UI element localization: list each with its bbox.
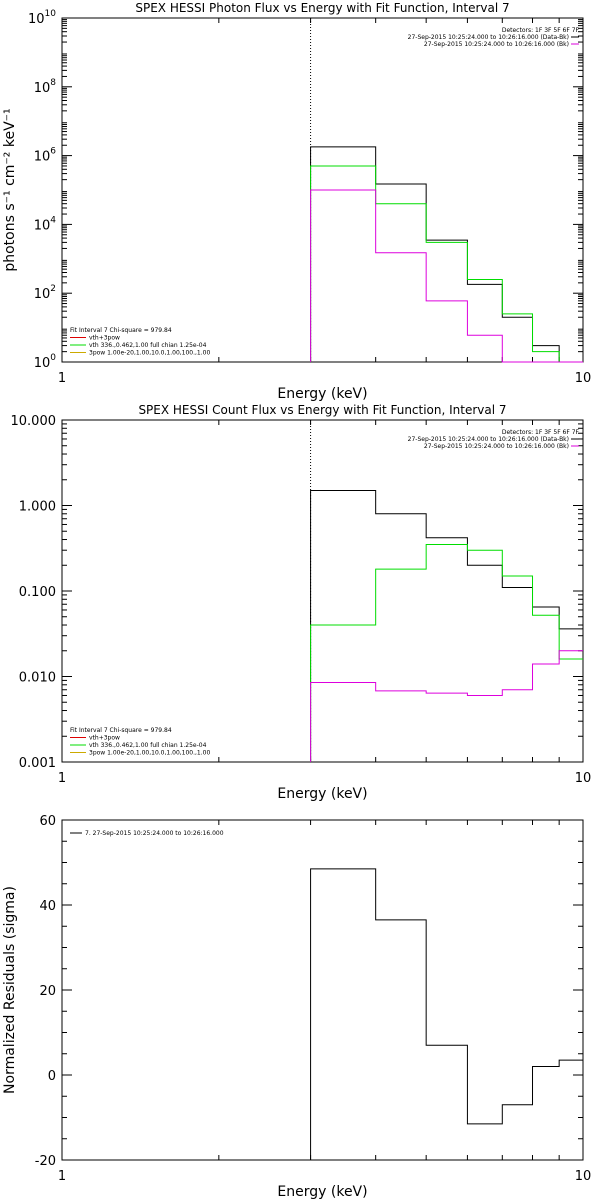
legend-entry: Fit Interval 7 Chi-square = 979.84 <box>70 727 172 734</box>
legend-entry: 27-Sep-2015 10:25:24.000 to 10:26:16.000… <box>424 41 569 48</box>
series-1-line <box>310 146 583 363</box>
plot-frame <box>61 17 584 363</box>
y-tick-label: 20 <box>39 984 56 999</box>
y-tick-label: 0.100 <box>19 585 56 600</box>
series-1-line <box>310 868 583 1160</box>
y-tick-label: 106 <box>34 147 57 165</box>
y-tick-label: 0 <box>48 1069 56 1084</box>
legend-entry: vth 336.,0.462,1.00 full chian 1.25e-04 <box>89 742 207 749</box>
x-tick-label: 1 <box>58 1169 66 1184</box>
legend-entry: vth+3pow <box>89 735 120 742</box>
y-tick-label: 108 <box>34 78 57 96</box>
x-tick-label: 10 <box>575 771 592 786</box>
x-tick-label: 1 <box>58 771 66 786</box>
legend-entry: 3pow 1.00e-20,1.00,10.0,1.00,100.,1.00 <box>89 750 210 757</box>
y-tick-label: 0.001 <box>19 756 56 771</box>
x-axis-label: Energy (keV) <box>277 786 367 802</box>
y-tick-label: 60 <box>39 814 56 829</box>
y-tick-label: 102 <box>34 284 56 302</box>
y-tick-label: 1.000 <box>19 500 56 515</box>
y-tick-label: 104 <box>34 215 57 233</box>
y-tick-label: 0.010 <box>19 671 56 686</box>
plot-frame <box>61 819 584 1161</box>
panel-2: SPEX HESSI Count Flux vs Energy with Fit… <box>11 403 592 802</box>
x-tick-label: 10 <box>575 1169 592 1184</box>
chart-title: SPEX HESSI Photon Flux vs Energy with Fi… <box>135 1 509 15</box>
series-2-line <box>310 543 583 762</box>
legend-entry: 27-Sep-2015 10:25:24.000 to 10:26:16.000… <box>424 443 569 450</box>
x-axis-label: Energy (keV) <box>277 1184 367 1200</box>
legend-entry: 27-Sep-2015 10:25:24.000 to 10:26:16.000… <box>408 436 569 443</box>
legend-entry: vth+3pow <box>89 335 120 342</box>
y-tick-label: 100 <box>34 353 57 371</box>
panel-1: SPEX HESSI Photon Flux vs Energy with Fi… <box>2 1 591 402</box>
legend-entry: 3pow 1.00e-20,1.00,10.0,1.00,100.,1.00 <box>89 350 210 357</box>
legend-entry: vth 336.,0.462,1.00 full chian 1.25e-04 <box>89 342 207 349</box>
series-2-line <box>310 165 583 363</box>
x-tick-label: 10 <box>575 371 592 386</box>
plot-frame <box>61 419 584 763</box>
panel-3: 1 10 Energy (keV) -20 0 20 40 60 Normalized Resi… <box>2 814 591 1200</box>
y-axis-label: photons s⁻¹ cm⁻² keV⁻¹ <box>2 108 18 271</box>
series-3-line <box>310 189 583 363</box>
legend-entry: 27-Sep-2015 10:25:24.000 to 10:26:16.000… <box>408 34 569 41</box>
series-3-line <box>310 650 583 762</box>
legend-entry: Detectors: 1F 3F 5F 6F 7F <box>502 429 580 436</box>
chart-title: SPEX HESSI Count Flux vs Energy with Fit… <box>138 403 506 417</box>
y-tick-label: 1010 <box>28 9 56 27</box>
y-tick-label: 40 <box>39 899 56 914</box>
y-tick-label: -20 <box>35 1154 56 1169</box>
x-tick-label: 1 <box>58 371 66 386</box>
y-axis-label: Normalized Residuals (sigma) <box>2 886 18 1094</box>
legend-entry: Detectors: 1F 3F 5F 6F 7F <box>502 27 580 34</box>
legend-entry: Fit Interval 7 Chi-square = 979.84 <box>70 327 172 334</box>
series-1-line <box>310 489 583 762</box>
legend-entry: 7. 27-Sep-2015 10:25:24.000 to 10:26:16.… <box>85 830 224 837</box>
x-axis-label: Energy (keV) <box>277 386 367 402</box>
y-tick-label: 10.000 <box>11 414 57 429</box>
